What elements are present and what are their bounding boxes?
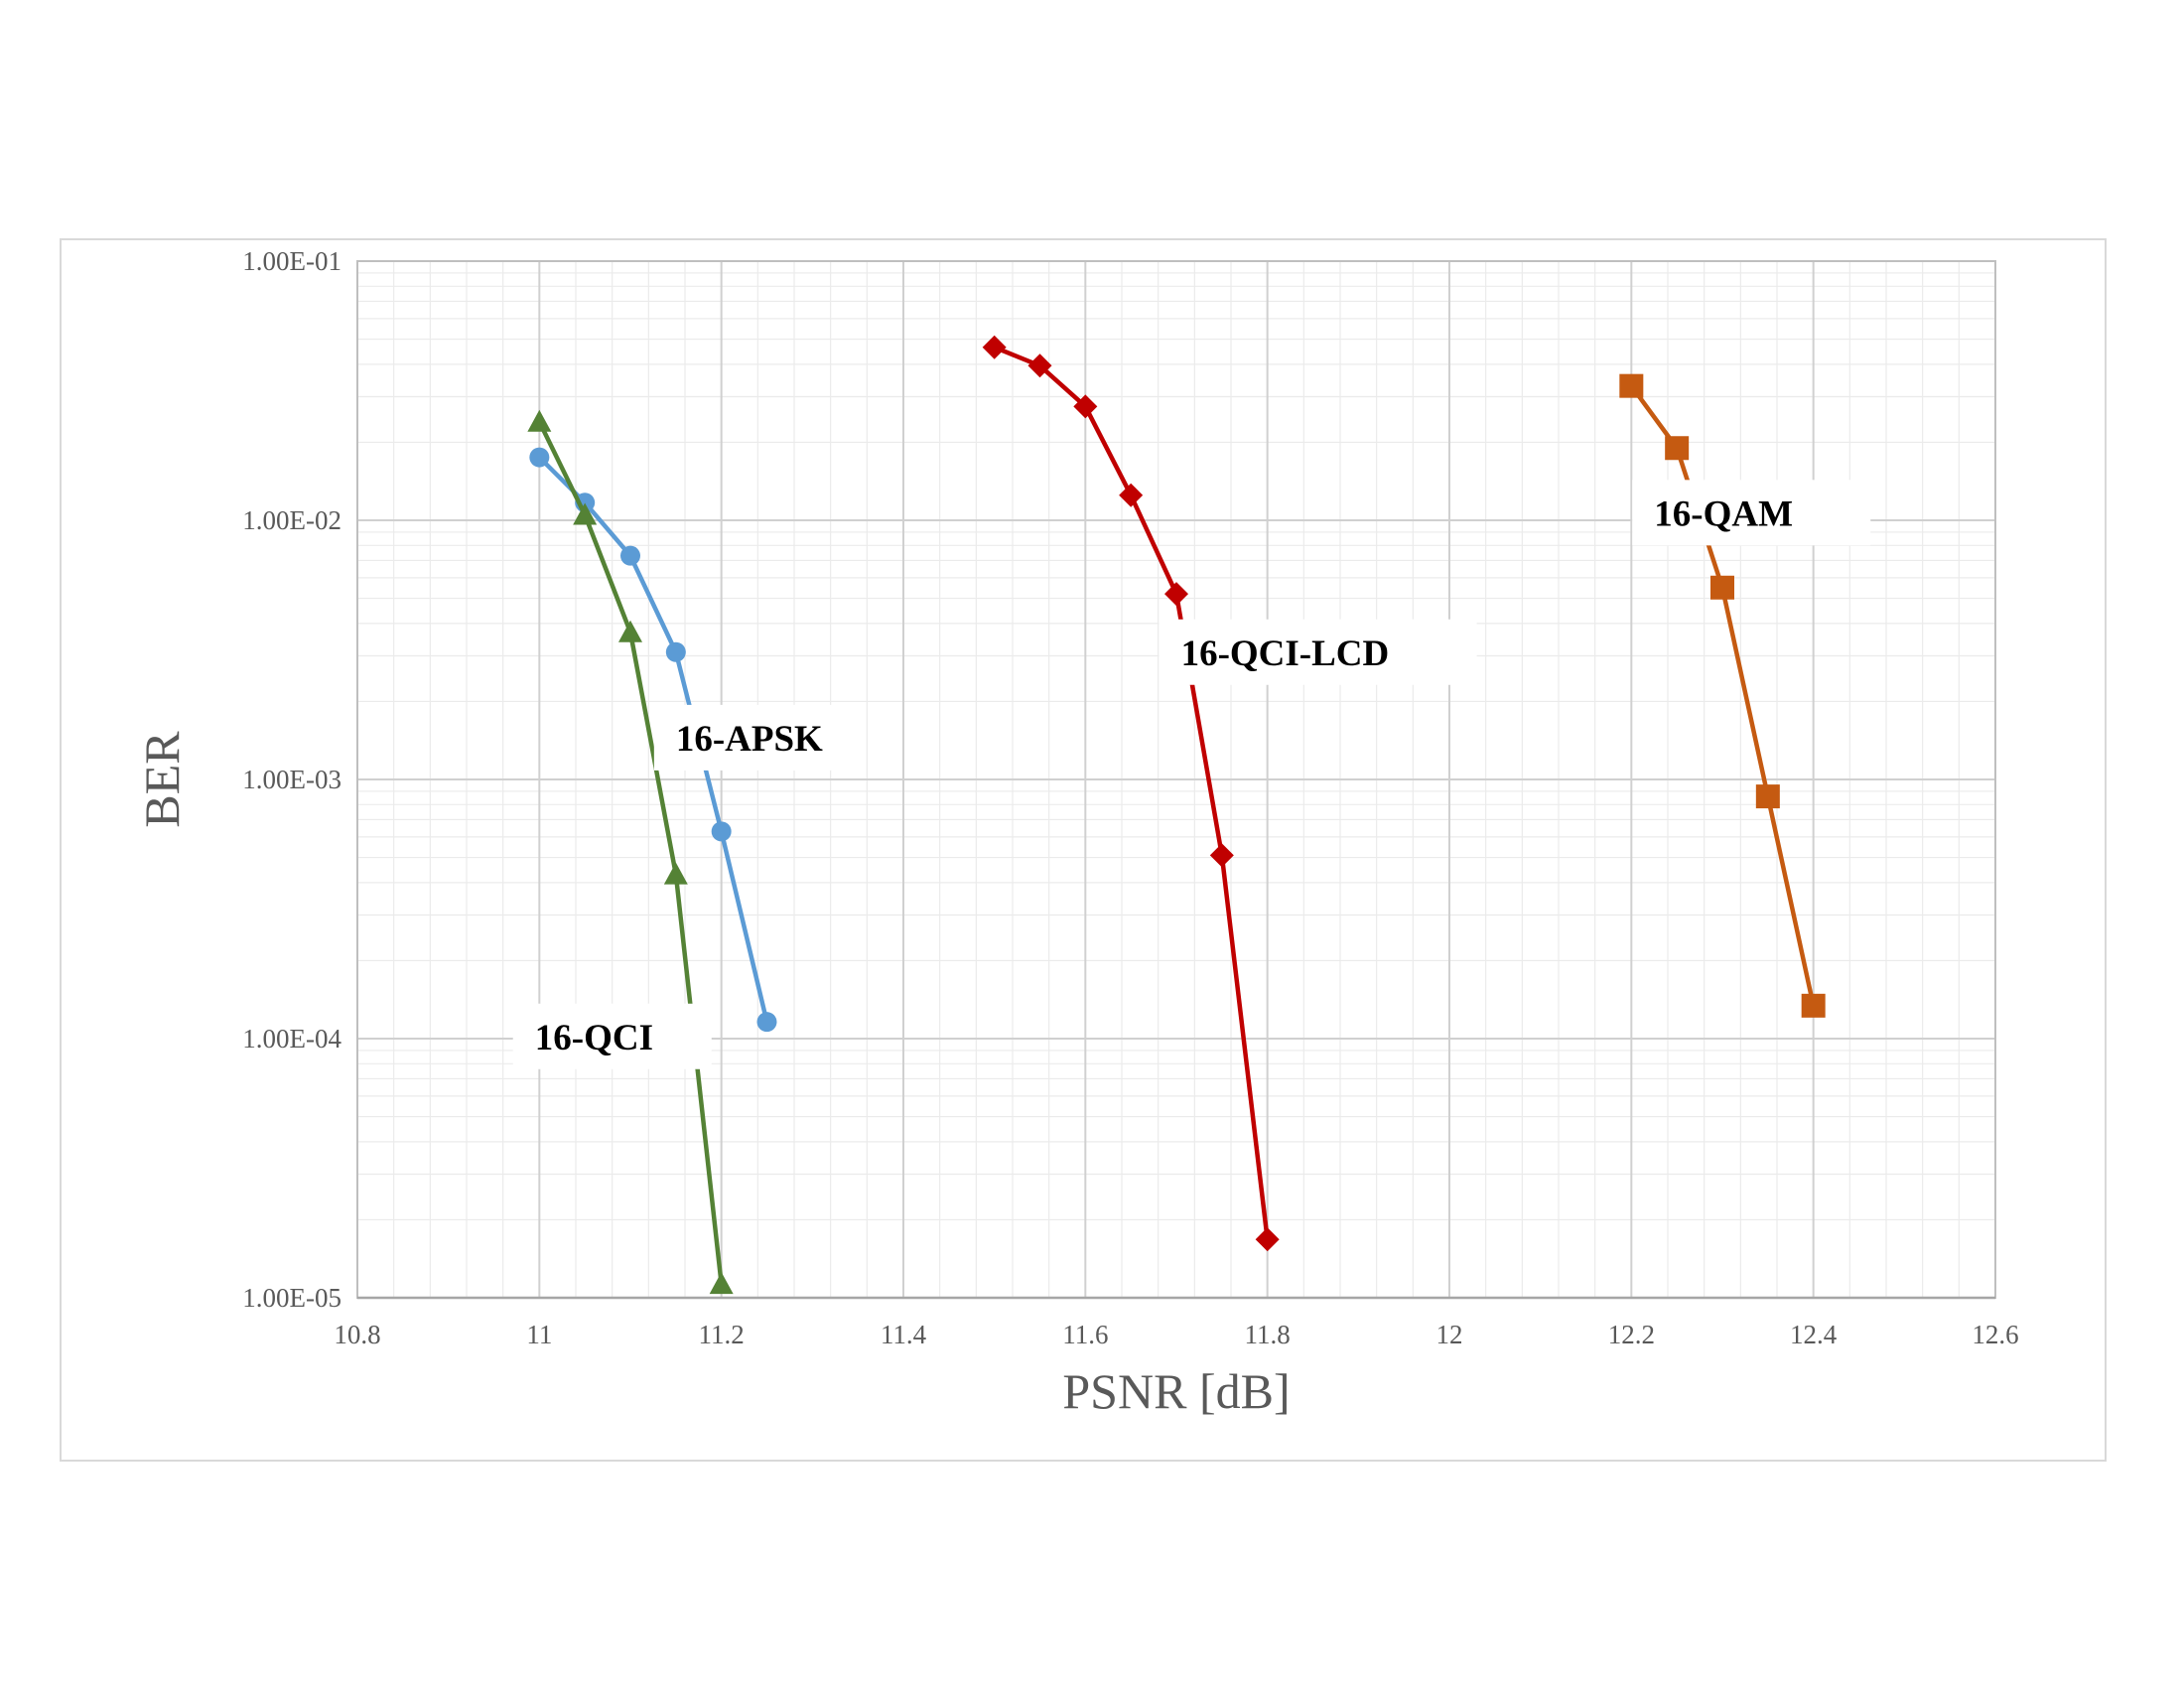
data-point-16-qci-lcd (1119, 483, 1144, 507)
x-tick-label: 11.6 (1062, 1320, 1108, 1349)
series-label-16-qci: 16-QCI (535, 1018, 653, 1058)
series-16-qci-lcd (982, 335, 1280, 1252)
series-16-apsk (529, 447, 777, 1033)
series-label-16-qci-lcd: 16-QCI-LCD (1181, 633, 1390, 674)
y-axis-title: BER (134, 731, 190, 828)
x-tick-label: 12.4 (1790, 1320, 1838, 1349)
data-point-16-apsk (665, 641, 686, 662)
series-label-layer: 16-APSK 16-QCI 16-QCI-LCD 16-QAM (512, 480, 1871, 1069)
series-label-16-apsk: 16-APSK (676, 719, 823, 760)
data-point-16-qci-lcd (1073, 394, 1098, 419)
data-point-16-qci-lcd (1255, 1227, 1280, 1252)
x-tick-label: 11.4 (881, 1320, 927, 1349)
data-point-16-qci-lcd (982, 335, 1007, 359)
series-label-background (512, 1003, 712, 1069)
series-16-qci (527, 409, 734, 1295)
series-line-16-qci-lcd (993, 345, 1270, 1240)
data-point-16-apsk (529, 447, 550, 468)
series-layer (527, 335, 1826, 1295)
plot-axes (356, 260, 1996, 1300)
data-point-16-qci (527, 409, 552, 432)
series-line-16-qam (1629, 384, 1816, 1007)
series-label-16-qam: 16-QAM (1654, 493, 1793, 534)
y-axis-tick-labels: 1.00E-01 1.00E-02 1.00E-03 1.00E-04 1.00E-05 (242, 246, 341, 1313)
y-tick-label: 1.00E-05 (242, 1283, 341, 1313)
x-tick-label: 12.6 (1972, 1320, 2018, 1349)
y-tick-label: 1.00E-02 (242, 505, 341, 535)
y-tick-label: 1.00E-01 (242, 246, 341, 276)
data-point-16-qci (709, 1272, 734, 1295)
x-axis-tick-labels: 10.8 11 11.2 11.4 11.6 11.8 12 12.2 12.4 12.6 (334, 1320, 2018, 1349)
data-point-16-qam (1665, 436, 1690, 461)
x-axis-title: PSNR [dB] (1062, 1363, 1290, 1419)
x-tick-label: 11.8 (1245, 1320, 1291, 1349)
data-point-16-apsk (711, 821, 732, 842)
x-tick-label: 12 (1436, 1320, 1463, 1349)
series-label-background (1159, 619, 1477, 685)
series-label-background (653, 704, 853, 771)
data-point-16-apsk (756, 1012, 777, 1033)
data-point-16-qci (663, 862, 688, 885)
y-tick-label: 1.00E-03 (242, 765, 341, 794)
series-label-background (1632, 480, 1871, 546)
data-point-16-qci (573, 502, 598, 525)
series-16-qam (1619, 373, 1826, 1018)
data-point-16-qam (1710, 575, 1734, 600)
x-tick-label: 11 (526, 1320, 552, 1349)
data-point-16-qam (1755, 784, 1780, 809)
x-tick-label: 11.2 (699, 1320, 745, 1349)
data-point-16-qam (1801, 993, 1826, 1018)
x-tick-label: 10.8 (334, 1320, 380, 1349)
y-tick-label: 1.00E-04 (242, 1024, 341, 1054)
data-point-16-qci-lcd (1164, 582, 1188, 607)
data-point-16-qci-lcd (1209, 843, 1234, 868)
data-point-16-apsk (620, 545, 640, 566)
data-point-16-qam (1619, 373, 1644, 398)
data-point-16-qci-lcd (1027, 353, 1052, 378)
data-point-16-qci (618, 620, 642, 642)
x-tick-label: 12.2 (1608, 1320, 1655, 1349)
